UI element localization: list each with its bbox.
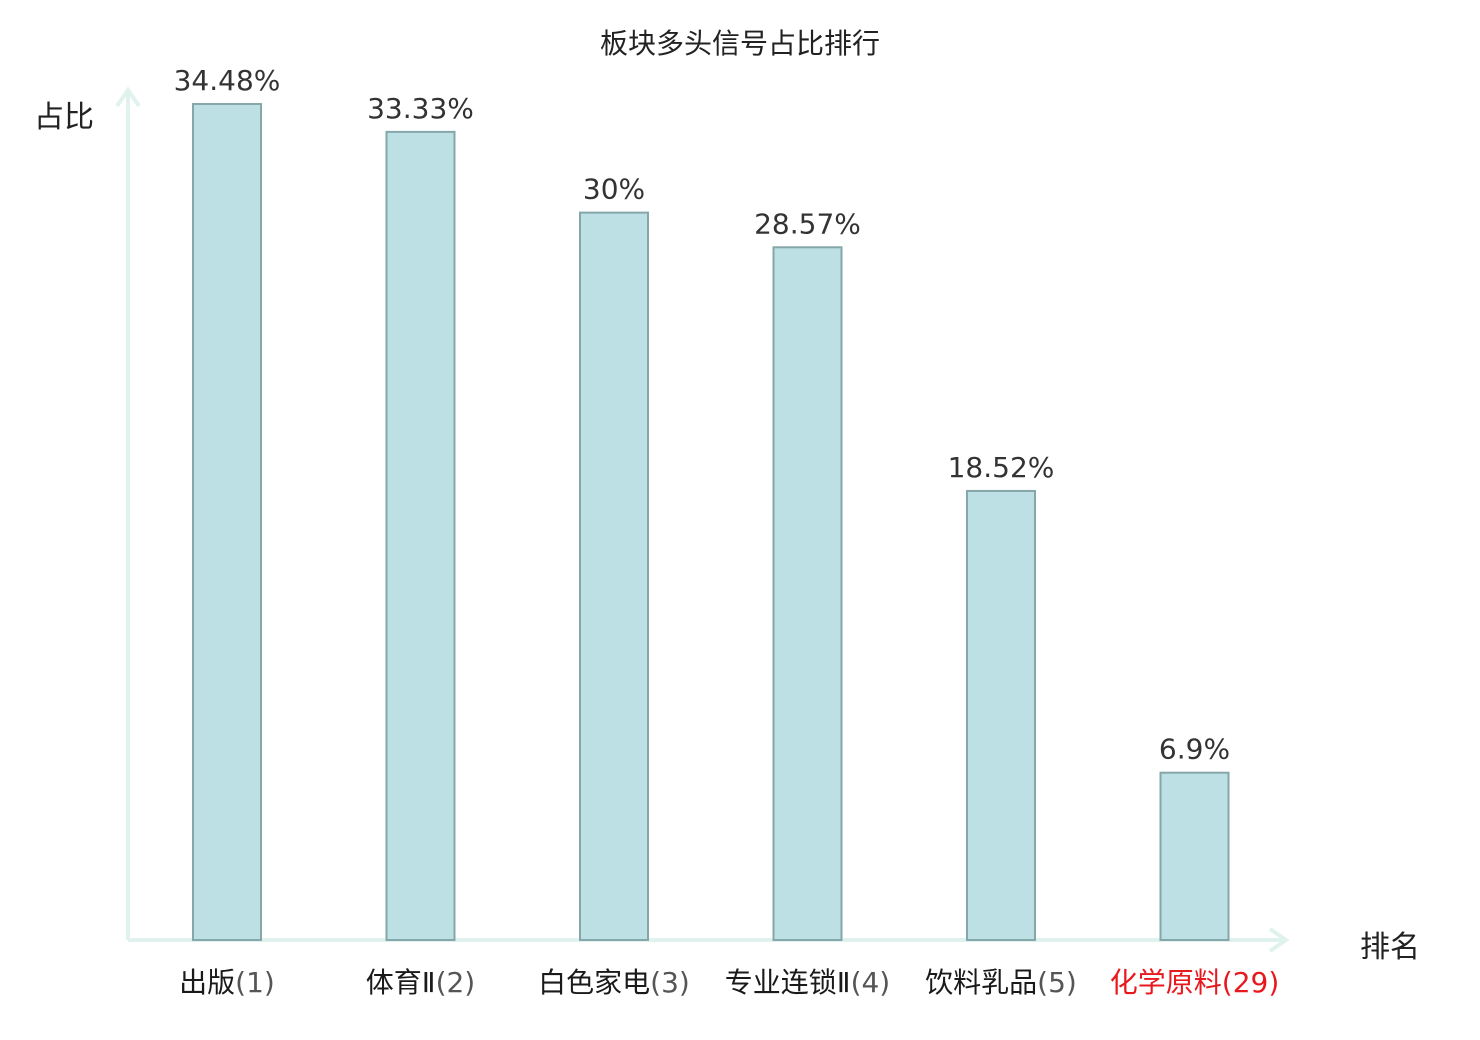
category-rank: (5) [1037, 966, 1077, 999]
category-name: 化学原料 [1109, 966, 1222, 999]
category-label-4: 专业连锁Ⅱ(4) [713, 966, 903, 1000]
bar-5 [966, 489, 1036, 941]
y-axis-arrow-icon [115, 86, 141, 108]
bar-3 [579, 211, 649, 941]
value-label-2: 33.33% [367, 92, 474, 125]
chart-title: 板块多头信号占比排行 [599, 27, 880, 60]
category-rank: (1) [235, 966, 275, 999]
category-label-2: 体育Ⅱ(2) [326, 966, 516, 1000]
category-name: 出版 [179, 966, 236, 999]
category-name: 体育Ⅱ [365, 966, 436, 999]
x-axis-label: 排名 [1360, 930, 1420, 965]
x-axis-arrow-icon [1268, 927, 1290, 953]
category-rank: (4) [850, 966, 891, 999]
bar-2 [385, 130, 456, 942]
bar-4 [772, 246, 843, 941]
value-label-1: 34.48% [174, 64, 281, 97]
category-label-3: 白色家电(3) [519, 966, 709, 1000]
category-rank: (3) [650, 966, 690, 999]
category-label-1: 出版(1) [132, 966, 322, 1000]
category-label-6: 化学原料(29) [1100, 966, 1290, 1000]
category-rank: (29) [1221, 966, 1280, 999]
value-label-4: 28.57% [754, 207, 861, 240]
value-label-6: 6.9% [1159, 733, 1230, 766]
bar-1 [192, 103, 262, 941]
category-name: 饮料乳品 [925, 966, 1038, 999]
value-label-3: 30% [583, 173, 645, 206]
bar-6 [1159, 771, 1230, 941]
value-label-5: 18.52% [948, 451, 1055, 484]
category-label-5: 饮料乳品(5) [906, 966, 1096, 1000]
y-axis-label: 占比 [34, 100, 94, 135]
category-rank: (2) [435, 966, 476, 999]
category-name: 白色家电 [538, 966, 651, 999]
category-name: 专业连锁Ⅱ [724, 966, 851, 999]
